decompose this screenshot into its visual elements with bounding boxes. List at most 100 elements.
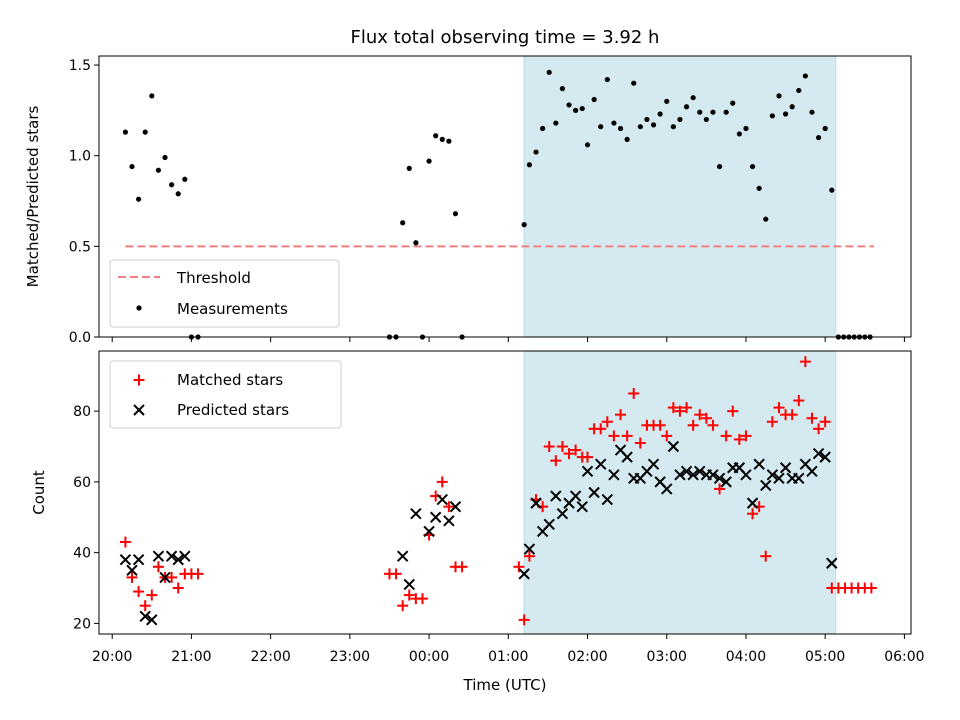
predicted-star-point-b xyxy=(576,500,588,513)
measurement-point xyxy=(782,111,789,117)
predicted-star-point xyxy=(543,518,555,531)
predicted-star-point xyxy=(806,465,818,477)
matched-star-point xyxy=(661,430,673,442)
matched-star-point xyxy=(543,441,555,453)
predicted-star-point-b xyxy=(819,451,831,463)
matched-star-point xyxy=(119,536,131,548)
measurement-point xyxy=(776,93,782,99)
predicted-star-point xyxy=(423,525,435,538)
predicted-star-point-b xyxy=(799,458,812,470)
matched-star-point xyxy=(865,582,877,594)
legend-top: Threshold Measurements xyxy=(109,259,340,328)
predicted-star-point xyxy=(530,497,542,509)
measurement-point xyxy=(584,142,591,148)
legend-bottom: Matched stars Predicted stars xyxy=(109,360,342,429)
predicted-star-point-b xyxy=(601,493,614,506)
matched-star-point xyxy=(615,409,627,421)
matched-star-point xyxy=(681,402,693,414)
matched-star-point xyxy=(760,550,772,562)
x-axis-bottom: 20:00 21:00 22:00 23:00 00:00 01:00 02:00 03:00… xyxy=(92,634,925,665)
measurement-point xyxy=(598,124,604,130)
legend-predicted-swatch-b xyxy=(133,404,145,416)
measurement-point xyxy=(637,124,643,130)
legend-predicted-label: Predicted stars xyxy=(177,401,289,419)
legend-matched-label: Matched stars xyxy=(177,371,283,389)
observing-span xyxy=(523,350,837,635)
predicted-star-point xyxy=(119,554,132,566)
x-tick-label: 06:00 xyxy=(884,649,924,665)
predicted-star-point-b xyxy=(793,472,805,485)
predicted-star-point xyxy=(523,543,536,555)
measurement-point xyxy=(182,176,188,182)
predicted-star-point xyxy=(667,440,680,453)
matched-star-point xyxy=(390,568,402,580)
predicted-star-point-b xyxy=(707,469,719,481)
predicted-star-point-b xyxy=(152,550,165,562)
x-tick-label: 03:00 xyxy=(647,649,687,665)
legend-threshold-label: Threshold xyxy=(176,269,251,287)
predicted-star-point xyxy=(753,458,765,470)
y-tick-label: 1.0 xyxy=(69,149,91,165)
matched-star-point xyxy=(674,405,686,417)
predicted-star-point-b xyxy=(550,490,562,502)
predicted-star-point xyxy=(760,479,772,492)
measurement-point xyxy=(617,125,624,132)
predicted-star-point-b xyxy=(172,554,184,566)
predicted-star-point xyxy=(661,483,673,495)
predicted-star-point-b xyxy=(429,511,442,523)
y-tick-label: 40 xyxy=(73,546,91,562)
measurement-point xyxy=(716,163,723,170)
predicted-star-point xyxy=(793,472,805,485)
measurement-point xyxy=(604,76,610,83)
predicted-star-point-b xyxy=(779,462,792,474)
measurement-point xyxy=(426,158,432,164)
predicted-star-point-b xyxy=(396,550,409,562)
predicted-star-point xyxy=(779,462,792,474)
measurement-point xyxy=(822,125,828,132)
predicted-star-point xyxy=(172,554,184,566)
measurement-point xyxy=(591,96,597,103)
x-ticks-top xyxy=(111,337,905,342)
matched-star-point xyxy=(436,476,448,488)
matched-star-point xyxy=(773,402,785,414)
measurement-point xyxy=(703,116,709,123)
predicted-star-point xyxy=(608,469,620,481)
measurement-point xyxy=(677,116,683,123)
x-tick-label: 22:00 xyxy=(250,649,290,665)
predicted-star-point xyxy=(680,465,693,477)
y-tick-label: 0.5 xyxy=(69,239,91,255)
predicted-star-point-b xyxy=(556,508,569,520)
matched-star-point xyxy=(786,409,798,421)
measurement-point xyxy=(644,116,650,123)
predicted-star-point-b xyxy=(139,610,151,623)
y-tick-label: 20 xyxy=(73,616,91,632)
chart-title: Flux total observing time = 3.92 h xyxy=(351,27,660,48)
plot-frame-top xyxy=(98,55,912,338)
predicted-star-point-b xyxy=(518,568,530,580)
matched-star-point xyxy=(747,508,759,520)
predicted-star-point-b xyxy=(569,490,582,502)
measurement-point xyxy=(579,105,585,112)
measurement-point xyxy=(122,129,129,135)
measurement-point xyxy=(723,109,729,115)
measurement-point xyxy=(149,93,155,99)
matched-star-point xyxy=(694,409,706,421)
measurement-point xyxy=(802,73,808,79)
predicted-star-point-b xyxy=(126,564,138,577)
measurement-point xyxy=(697,109,703,115)
measurement-point xyxy=(769,113,775,119)
predicted-star-point-b xyxy=(543,518,555,531)
matched-star-point xyxy=(740,430,752,442)
measurement-point xyxy=(526,162,533,168)
x-tick-label: 02:00 xyxy=(567,649,607,665)
predicted-star-point-b xyxy=(661,483,673,495)
predicted-star-point-b xyxy=(614,444,627,456)
predicted-star-point xyxy=(674,469,686,481)
matched-star-point xyxy=(456,561,468,573)
predicted-star-point-b xyxy=(423,525,435,538)
predicted-star-point-b xyxy=(733,462,746,474)
observing-span xyxy=(523,55,837,338)
predicted-star-point xyxy=(436,493,448,506)
predicted-star-point-b xyxy=(680,465,693,477)
